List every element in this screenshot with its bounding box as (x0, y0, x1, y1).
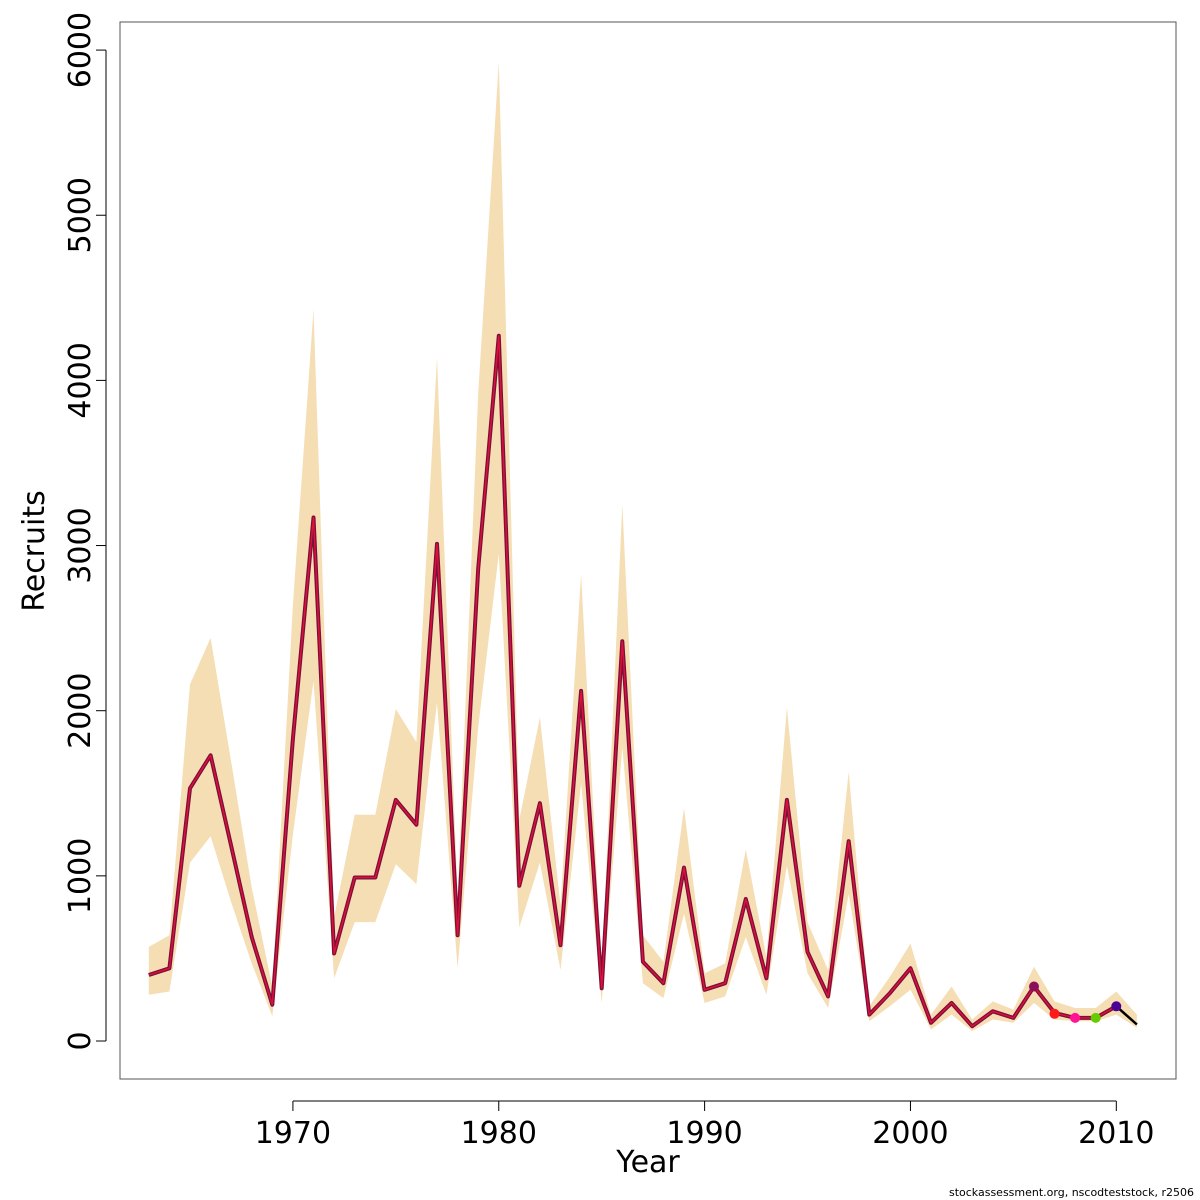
y-axis-title: Recruits (17, 490, 52, 612)
y-tick-label: 1000 (63, 838, 98, 914)
y-tick-label: 6000 (63, 12, 98, 88)
y-tick-label: 2000 (63, 673, 98, 749)
y-tick-label: 0 (63, 1031, 98, 1050)
retro-point (1111, 1001, 1122, 1012)
footer-credit: stockassessment.org, nscodteststock, r25… (949, 1186, 1194, 1199)
retrospective-points (1029, 981, 1122, 1023)
x-tick-label: 2000 (872, 1116, 948, 1151)
x-tick-label: 1980 (461, 1116, 537, 1151)
x-tick-label: 1970 (255, 1116, 331, 1151)
y-tick-label: 3000 (63, 507, 98, 583)
plot-frame (119, 21, 1177, 1080)
retro-point (1049, 1008, 1060, 1019)
y-tick-label: 4000 (63, 342, 98, 418)
x-tick-label: 2010 (1078, 1116, 1154, 1151)
x-tick-label: 1990 (666, 1116, 742, 1151)
y-tick-label: 5000 (63, 177, 98, 253)
x-axis: 1970 1980 1990 2000 2010 (255, 1100, 1154, 1151)
retro-point (1029, 981, 1039, 992)
retro-point (1090, 1012, 1101, 1023)
y-axis: 0 1000 2000 3000 4000 5000 6000 (63, 12, 107, 1051)
retro-point (1070, 1012, 1081, 1023)
x-axis-title: Year (615, 1145, 680, 1180)
estimate-line (148, 335, 1117, 1027)
confidence-band (148, 61, 1137, 1032)
